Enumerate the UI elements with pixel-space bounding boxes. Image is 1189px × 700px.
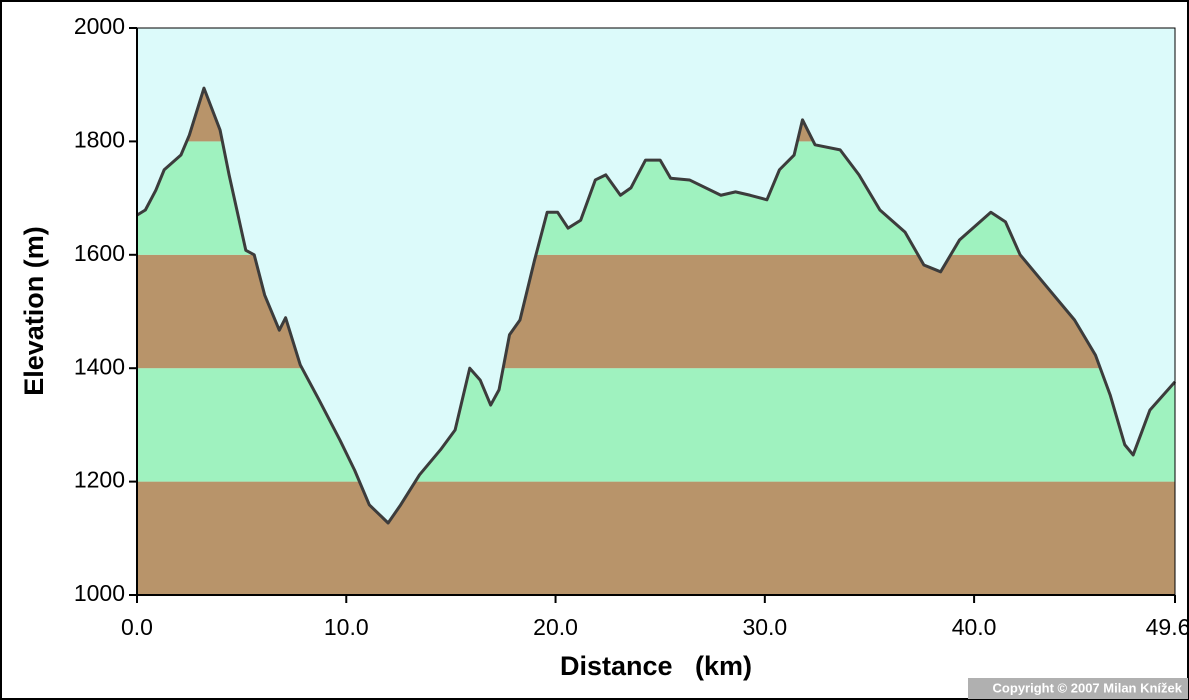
y-tick-label: 1600 bbox=[74, 240, 125, 266]
x-tick-label: 0.0 bbox=[121, 614, 153, 640]
elevation-band bbox=[137, 481, 1175, 595]
copyright: Copyright © 2007 Milan Knížek bbox=[993, 680, 1183, 695]
x-tick-label: 40.0 bbox=[952, 614, 997, 640]
x-tick-label: 49.6 bbox=[1146, 614, 1189, 640]
y-tick-label: 1200 bbox=[74, 467, 125, 493]
elevation-band bbox=[137, 368, 1175, 482]
y-tick-label: 1800 bbox=[74, 126, 125, 152]
x-tick-label: 30.0 bbox=[742, 614, 787, 640]
copyright-box bbox=[968, 678, 1188, 699]
plot-border bbox=[136, 27, 1176, 596]
x-tick-label: 20.0 bbox=[533, 614, 578, 640]
y-tick-label: 2000 bbox=[74, 13, 125, 39]
y-axis-title: Elevation (m) bbox=[19, 226, 49, 396]
y-tick-label: 1400 bbox=[74, 353, 125, 379]
x-tick-label: 10.0 bbox=[324, 614, 369, 640]
elevation-line bbox=[136, 86, 1177, 525]
x-axis-title: Distance (km) bbox=[560, 651, 752, 681]
y-tick-label: 1000 bbox=[74, 580, 125, 606]
